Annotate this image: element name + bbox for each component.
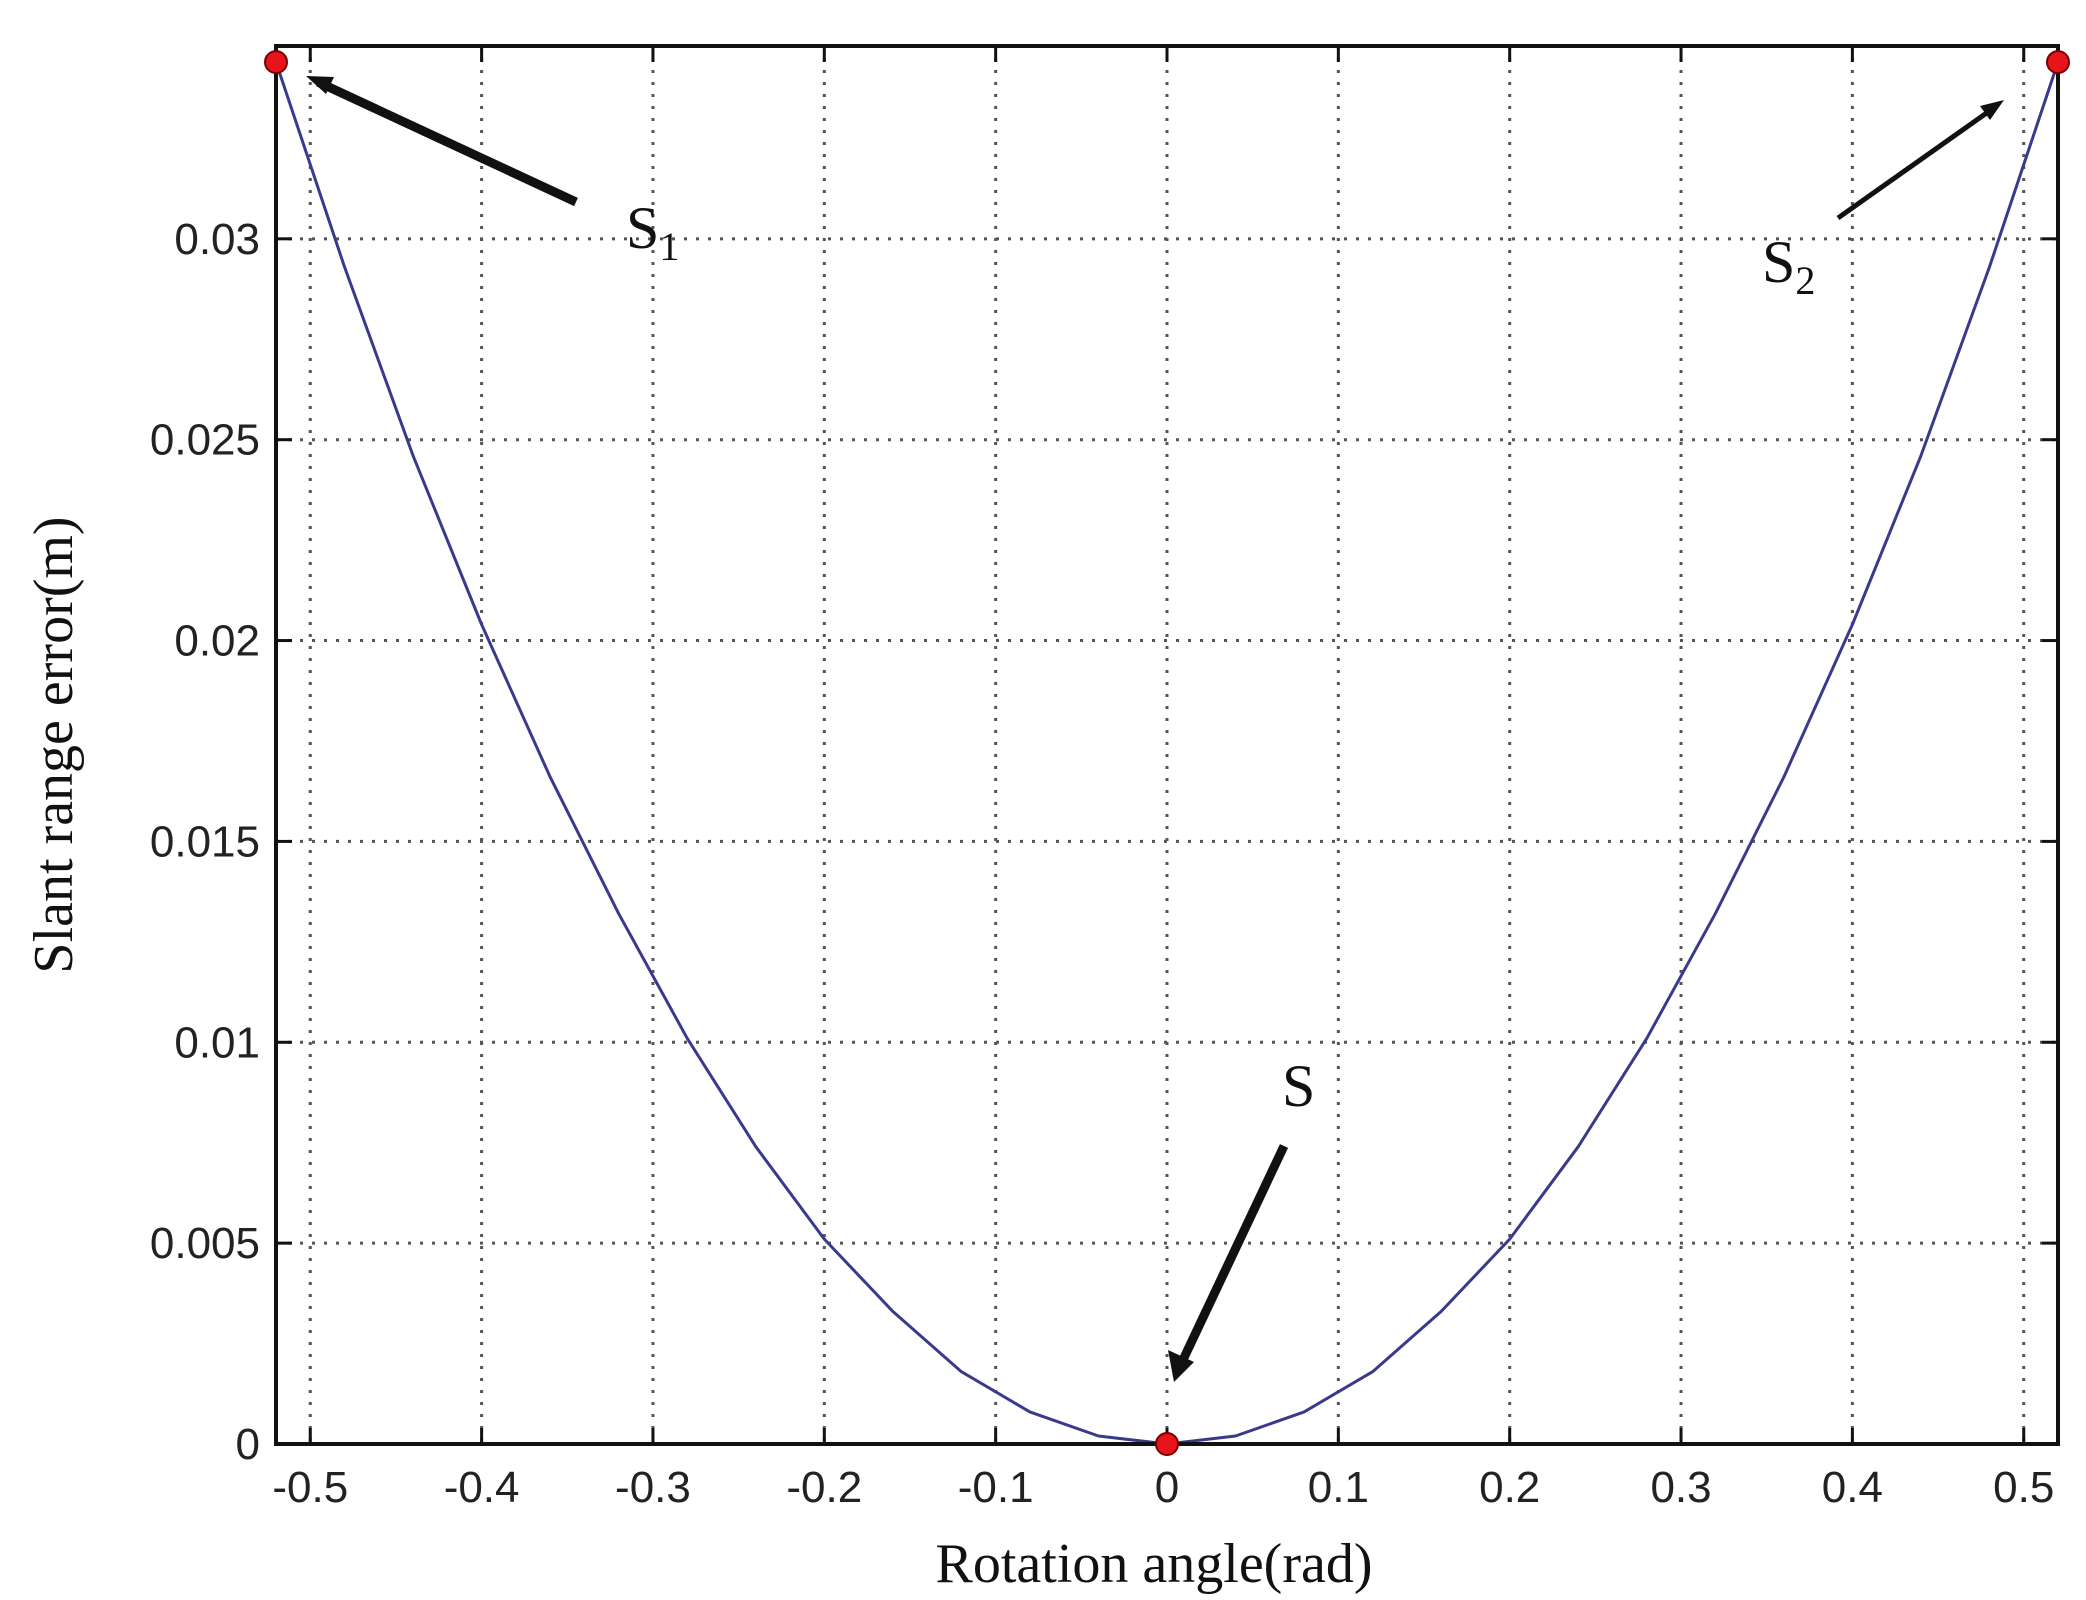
annotation-s2: S2 — [1762, 100, 2004, 303]
grid — [276, 46, 2058, 1446]
data-point-marker — [2046, 50, 2070, 75]
y-tick-label: 0 — [236, 1420, 260, 1469]
annotation-s2-arrow — [1836, 109, 1990, 221]
x-tick-label: -0.1 — [958, 1463, 1034, 1512]
x-tick-label: -0.3 — [615, 1463, 691, 1512]
annotation-s2-arrowhead — [1980, 100, 2004, 120]
x-tick-label: 0.2 — [1479, 1463, 1540, 1512]
x-axis-label: Rotation angle(rad) — [936, 1533, 1373, 1595]
x-tick-label: -0.2 — [786, 1463, 862, 1512]
x-tick-label: -0.5 — [272, 1463, 348, 1512]
y-tick-label: 0.02 — [174, 617, 260, 666]
x-tick-label: 0.1 — [1308, 1463, 1369, 1512]
x-tick-label: 0.3 — [1650, 1463, 1711, 1512]
annotation-s-arrowhead — [1168, 1350, 1194, 1382]
data-point-marker — [264, 50, 288, 75]
x-tick-label: 0.4 — [1822, 1463, 1883, 1512]
annotation-s1-arrowhead — [306, 76, 334, 94]
annotation-s1: S1 — [306, 76, 679, 269]
annotation-s: S — [1168, 1053, 1315, 1382]
x-tick-label: 0.5 — [1993, 1463, 2054, 1512]
y-tick-label: 0.03 — [174, 215, 260, 264]
x-tick-label: 0 — [1155, 1463, 1179, 1512]
annotation-s1-label: S1 — [626, 195, 679, 269]
data-point-marker — [1155, 1432, 1179, 1456]
annotation-s2-label: S2 — [1762, 229, 1815, 303]
axis-ticks: -0.5 -0.4 -0.3 -0.2 -0.1 0 0.1 0.2 0.3 0.4 0.5 0 0.0… — [150, 46, 2058, 1512]
annotation-s-arrow — [1177, 1144, 1289, 1364]
markers — [264, 50, 2070, 1456]
annotation-s1-arrow — [316, 77, 578, 207]
annotation-s-label: S — [1282, 1053, 1315, 1119]
y-tick-label: 0.015 — [150, 817, 260, 866]
y-tick-label: 0.01 — [174, 1018, 260, 1067]
y-tick-label: 0.005 — [150, 1219, 260, 1268]
y-axis-label: Slant range error(m) — [23, 516, 85, 973]
y-tick-label: 0.025 — [150, 416, 260, 465]
x-tick-label: -0.4 — [444, 1463, 520, 1512]
